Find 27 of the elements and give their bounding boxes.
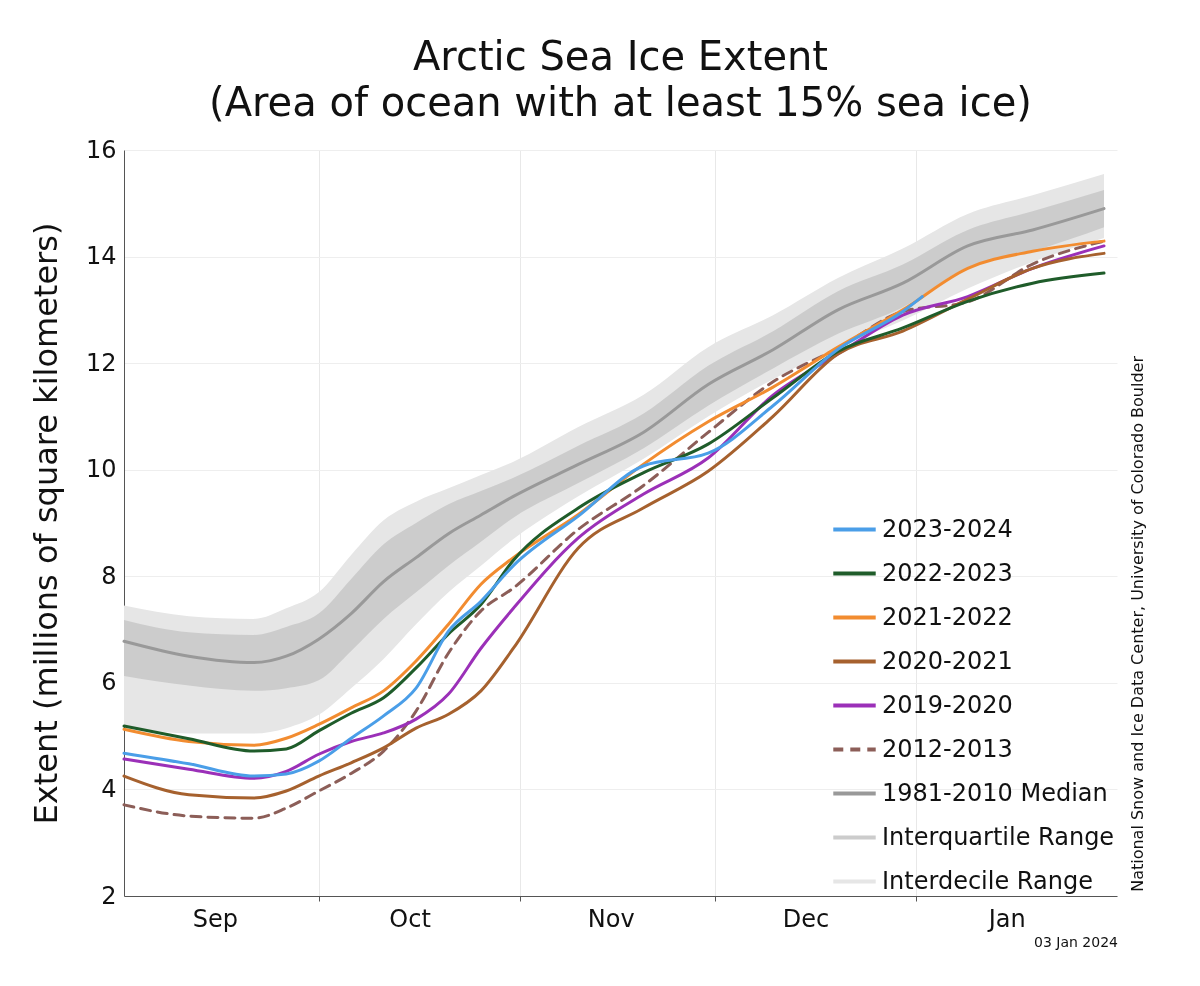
text: 03 Jan 2024 [1034, 934, 1118, 950]
y-tick-label: 16 [85, 135, 117, 164]
chart-subtitle: (Area of ocean with at least 15% sea ice) [209, 79, 1032, 125]
text: National Snow and Ice Data Center, University of Colorado Boulder [1128, 356, 1147, 892]
y-tick-label: 10 [85, 455, 117, 484]
y-tick-label: 12 [85, 348, 117, 377]
legend-label: 2020-2021 [882, 646, 1013, 675]
x-tick-label: Oct [389, 904, 431, 933]
legend-label: Interdecile Range [882, 866, 1093, 895]
x-tick-label: Dec [782, 904, 830, 933]
legend-label: 2019-2020 [882, 690, 1013, 719]
chart-title: Arctic Sea Ice Extent [412, 33, 829, 79]
y-axis-title: Extent (millions of square kilometers) [26, 222, 65, 825]
legend-label: 2012-2013 [882, 734, 1013, 763]
legend-label: 2022-2023 [882, 558, 1013, 587]
x-tick-label: Sep [192, 904, 238, 933]
legend-label: Interquartile Range [882, 822, 1115, 851]
y-tick-label: 14 [85, 242, 117, 271]
x-tick-label: Jan [986, 904, 1026, 933]
legend-label: 2023-2024 [882, 514, 1013, 543]
y-tick-label: 4 [101, 774, 117, 803]
y-tick-label: 8 [101, 561, 117, 590]
x-tick-label: Nov [587, 904, 635, 933]
y-tick-label: 2 [101, 881, 117, 910]
legend-label: 2021-2022 [882, 602, 1013, 631]
y-tick-label: 6 [101, 668, 117, 697]
legend-label: 1981-2010 Median [882, 778, 1108, 807]
